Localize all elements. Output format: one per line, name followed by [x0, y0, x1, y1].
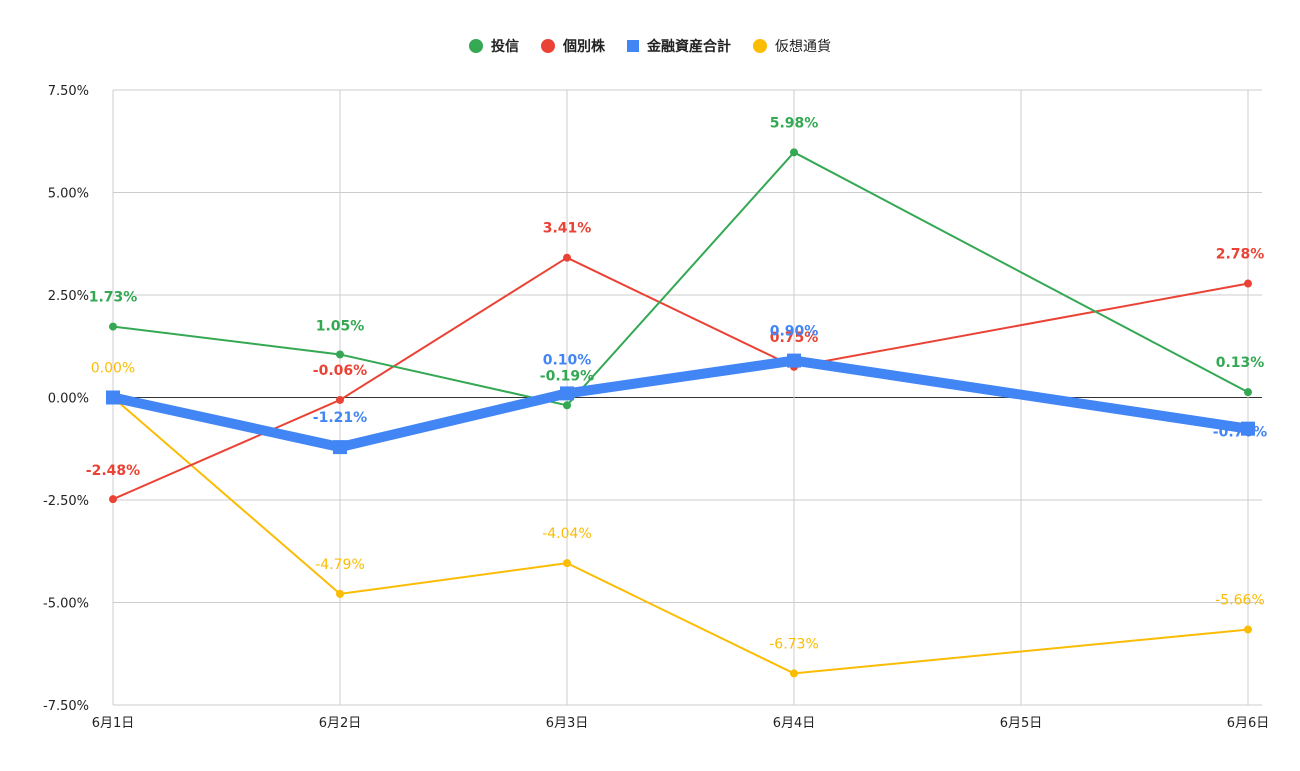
data-point	[790, 148, 798, 157]
legend-label-toushin: 投信	[491, 39, 519, 55]
data-label: -6.73%	[769, 636, 819, 652]
x-tick-label: 6月3日	[546, 716, 589, 731]
x-tick-label: 6月6日	[1227, 716, 1270, 731]
data-point	[790, 669, 798, 678]
data-label: -0.19%	[540, 368, 594, 384]
x-tick-label: 6月2日	[319, 716, 362, 731]
y-tick-label: 0.00%	[48, 392, 89, 407]
legend-item-total[interactable]: 金融資産合計	[627, 36, 731, 56]
y-tick-label: -2.50%	[43, 494, 89, 509]
legend-label-total: 金融資産合計	[647, 39, 731, 55]
data-point	[336, 395, 344, 404]
data-label: -0.06%	[313, 363, 367, 379]
legend-item-crypto[interactable]: 仮想通貨	[753, 36, 831, 56]
data-label: -4.04%	[542, 526, 592, 542]
data-point	[336, 589, 344, 598]
series-line-0	[111, 151, 1250, 407]
label-layer: 1.73% 1.05% -0.19% 5.98% 0.13% -2.48% -0.06% 3.…	[86, 115, 1267, 652]
legend-marker-crypto	[753, 39, 767, 53]
data-label: 0.90%	[770, 324, 819, 340]
data-label: 0.00%	[91, 361, 135, 377]
data-label: -1.21%	[313, 410, 367, 426]
data-label: 2.78%	[1216, 247, 1265, 263]
data-label: 0.75%	[770, 330, 819, 346]
series-layer	[106, 148, 1255, 678]
data-point	[1244, 625, 1252, 634]
data-label: -4.79%	[315, 557, 365, 573]
data-point	[333, 440, 347, 455]
data-label: 1.73%	[89, 290, 138, 306]
data-label: 0.10%	[543, 352, 592, 368]
grid-layer	[112, 89, 1262, 706]
x-tick-label: 6月4日	[773, 716, 816, 731]
data-label: -0.76%	[1213, 425, 1267, 441]
legend-item-kobetsukabu[interactable]: 個別株	[541, 36, 605, 56]
data-label: 1.05%	[316, 318, 365, 334]
data-label: 5.98%	[770, 115, 819, 131]
data-point	[563, 253, 571, 262]
data-point	[787, 353, 801, 368]
y-tick-label: 5.00%	[48, 187, 89, 202]
data-label: 3.41%	[543, 221, 592, 237]
data-point	[1244, 279, 1252, 288]
data-label: 0.13%	[1216, 355, 1265, 371]
data-point	[1244, 388, 1252, 397]
series-line-2	[107, 355, 1254, 453]
x-tick-label: 6月5日	[1000, 716, 1043, 731]
x-tick-label: 6月1日	[92, 716, 135, 731]
data-point	[560, 386, 574, 401]
data-point	[563, 401, 571, 410]
data-point	[336, 350, 344, 359]
data-label: -5.66%	[1215, 593, 1265, 609]
legend-item-toushin[interactable]: 投信	[469, 36, 519, 56]
data-point	[109, 322, 117, 331]
data-label: -2.48%	[86, 463, 140, 479]
legend-label-kobetsukabu: 個別株	[563, 39, 605, 55]
legend: 投信 個別株 金融資産合計 仮想通貨	[0, 36, 1300, 56]
data-point	[109, 495, 117, 504]
legend-marker-kobetsukabu	[541, 39, 555, 53]
data-point	[1241, 421, 1255, 436]
y-tick-label: 7.50%	[48, 84, 89, 99]
legend-marker-toushin	[469, 39, 483, 53]
data-point	[106, 390, 120, 405]
y-tick-label: -7.50%	[43, 699, 89, 714]
y-tick-label: -5.00%	[43, 597, 89, 612]
legend-label-crypto: 仮想通貨	[775, 39, 831, 55]
data-point	[563, 559, 571, 568]
axis-layer: -7.50% -5.00% -2.50% 0.00% 2.50% 5.00% 7.50% 6月…	[43, 84, 1269, 731]
y-tick-label: 2.50%	[48, 289, 89, 304]
legend-marker-total	[627, 40, 639, 52]
